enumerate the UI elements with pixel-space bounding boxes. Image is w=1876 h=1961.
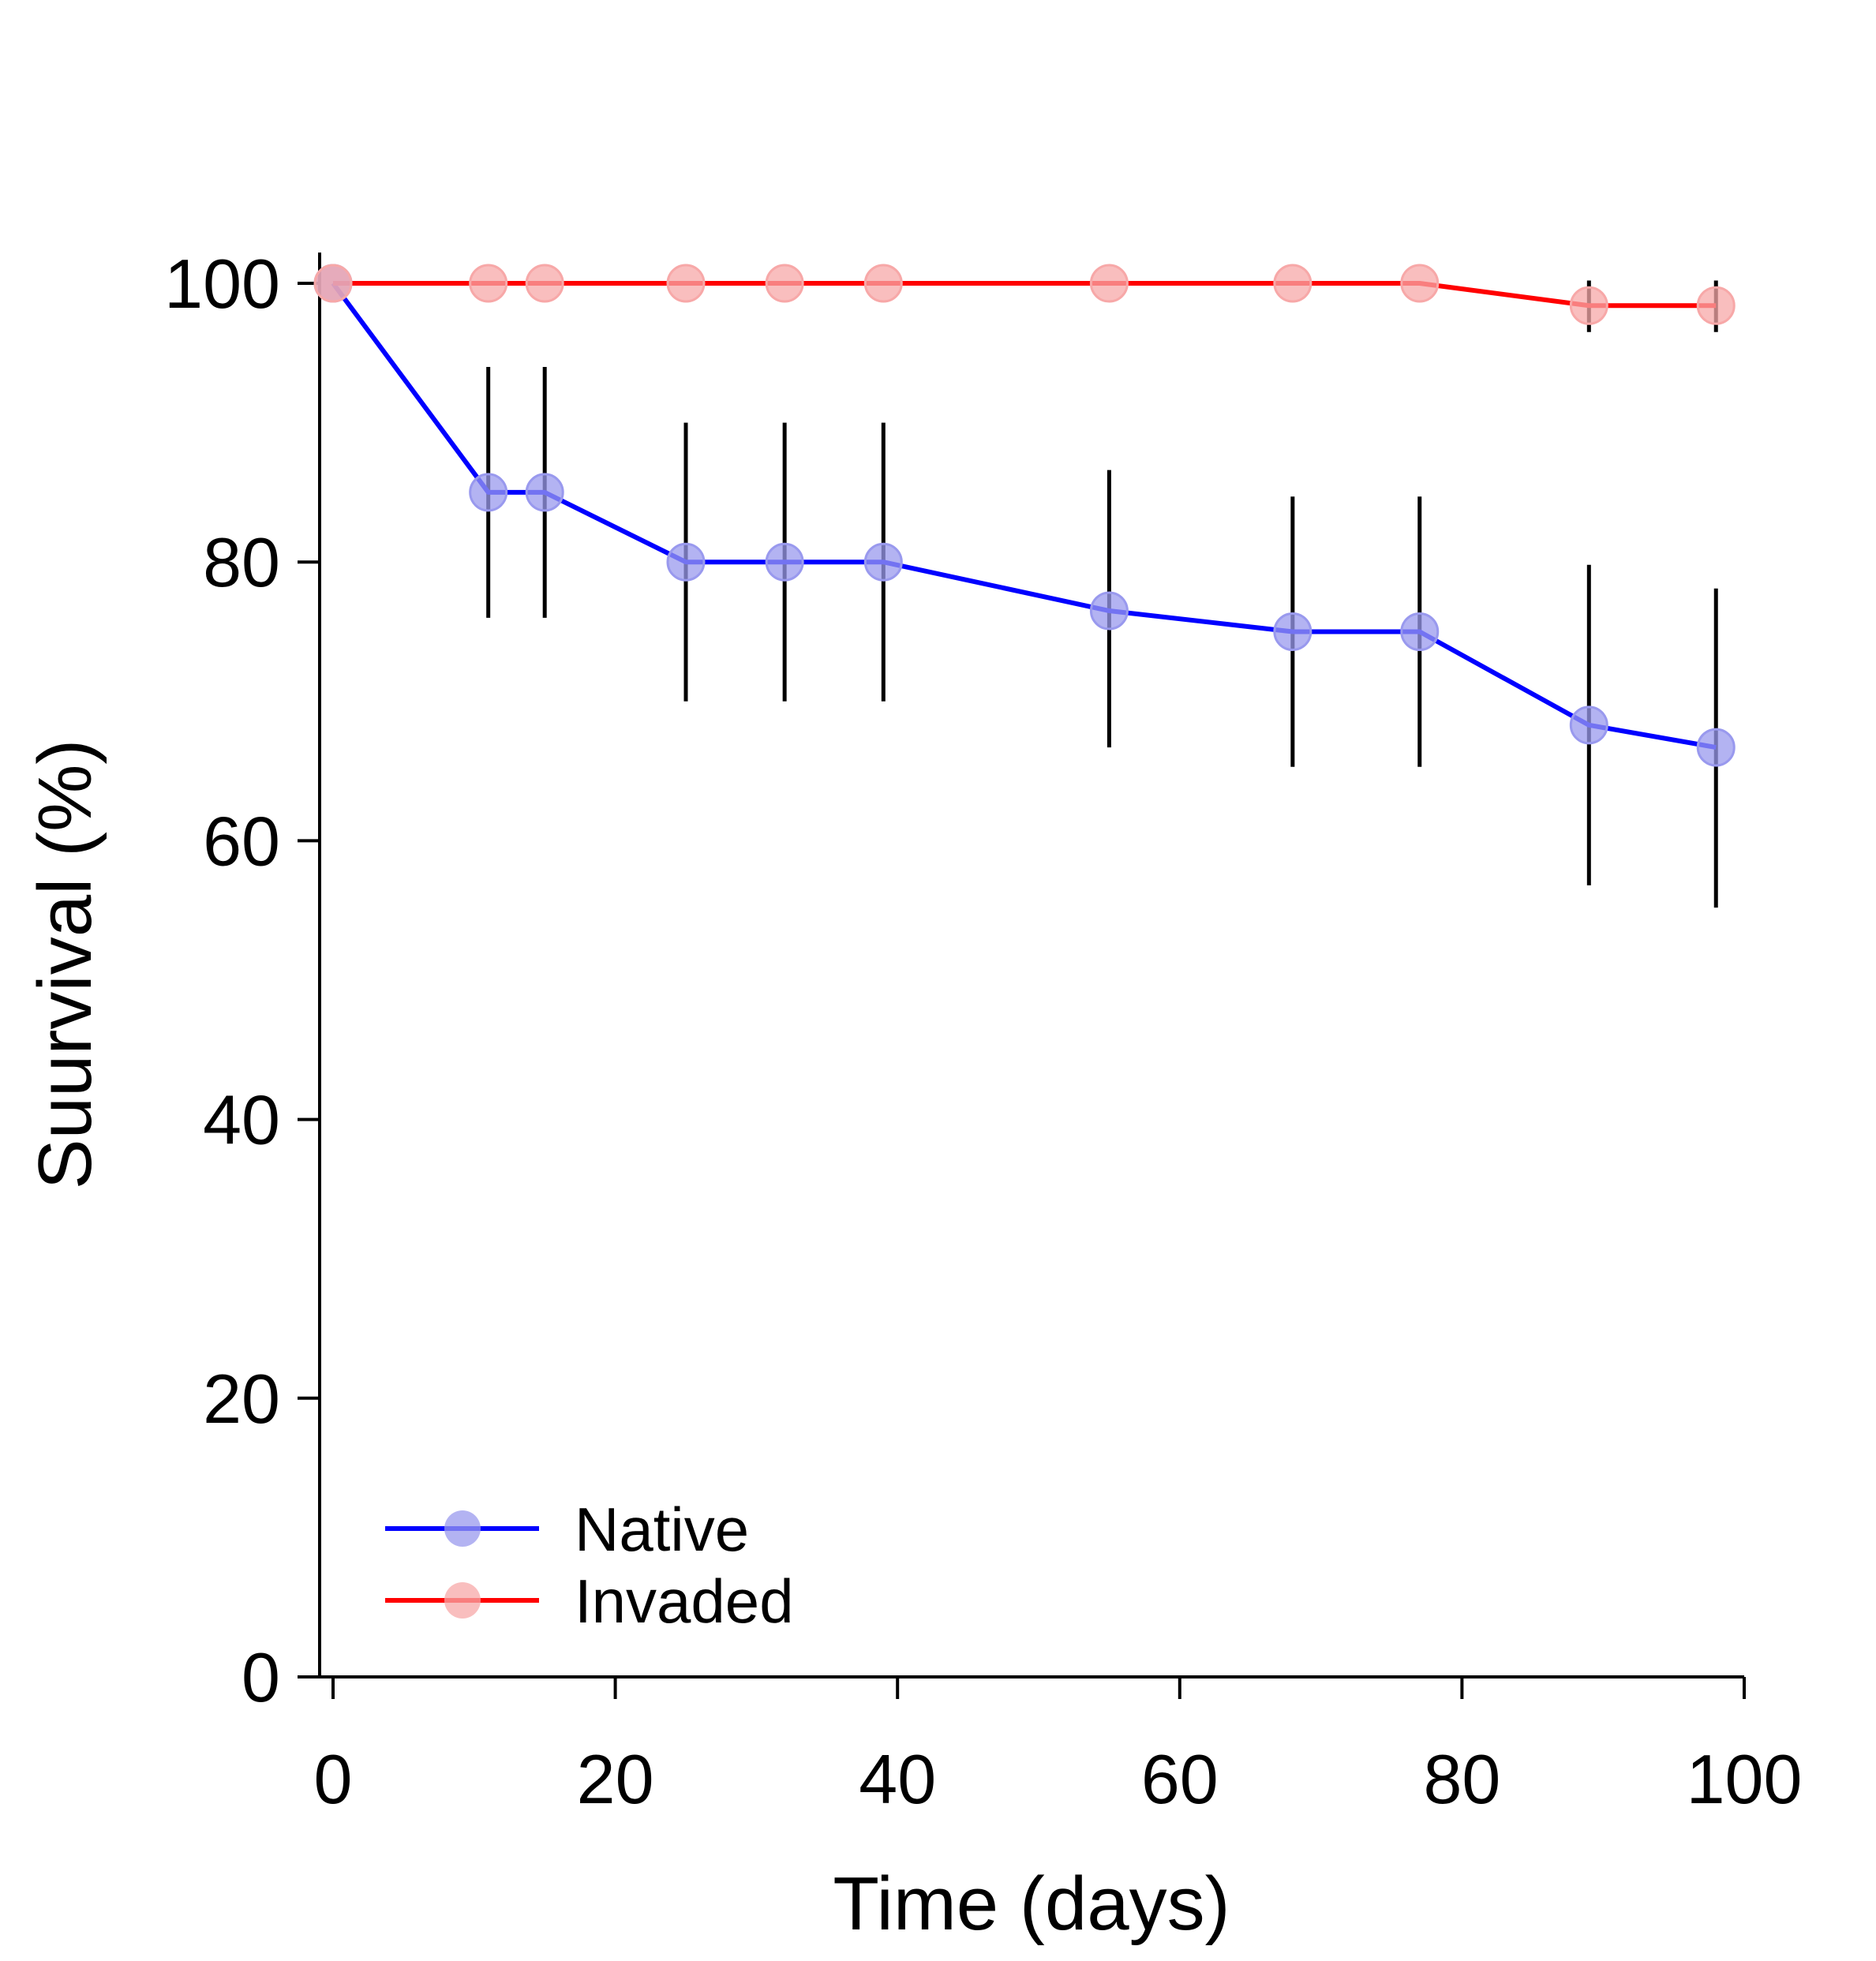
data-point-native xyxy=(1400,612,1440,651)
y-tick-label: 0 xyxy=(242,1638,280,1716)
x-tick-label: 0 xyxy=(314,1740,353,1818)
y-tick-label: 40 xyxy=(203,1081,280,1159)
data-point-native xyxy=(1696,728,1736,767)
data-point-invaded xyxy=(469,264,508,303)
data-point-invaded xyxy=(1696,286,1736,325)
data-point-invaded xyxy=(525,264,564,303)
data-point-invaded xyxy=(1569,286,1608,325)
x-axis-title: Time (days) xyxy=(833,1862,1230,1946)
x-tick-label: 40 xyxy=(859,1740,936,1818)
data-point-native xyxy=(469,473,508,512)
series-lines xyxy=(331,281,1717,750)
data-point-invaded xyxy=(313,264,353,303)
data-point-native xyxy=(666,542,706,582)
y-tick-label: 60 xyxy=(203,802,280,880)
y-axis-title: Suurvival (%) xyxy=(23,739,107,1190)
y-ticks: 0 20 40 60 80 100 xyxy=(164,245,320,1716)
y-tick-label: 80 xyxy=(203,523,280,601)
y-tick-label: 100 xyxy=(164,245,280,323)
data-point-invaded xyxy=(1400,264,1440,303)
x-tick-label: 100 xyxy=(1687,1740,1803,1818)
data-point-native xyxy=(1273,612,1312,651)
legend-marker-native xyxy=(444,1510,481,1547)
data-point-native xyxy=(1089,591,1129,631)
axes xyxy=(318,253,1744,1678)
data-point-invaded xyxy=(1089,264,1129,303)
x-tick-label: 60 xyxy=(1141,1740,1219,1818)
data-point-invaded xyxy=(863,264,903,303)
data-point-native xyxy=(1569,705,1608,745)
series-line-native xyxy=(331,282,1717,750)
data-point-native xyxy=(525,473,564,512)
data-point-native xyxy=(863,542,903,582)
y-tick-label: 20 xyxy=(203,1360,280,1438)
data-point-invaded xyxy=(1273,264,1312,303)
legend-label-invaded: Invaded xyxy=(575,1566,794,1636)
legend-marker-invaded xyxy=(444,1582,481,1619)
data-point-invaded xyxy=(765,264,804,303)
x-tick-label: 80 xyxy=(1423,1740,1500,1818)
markers xyxy=(313,264,1736,767)
x-tick-label: 20 xyxy=(577,1740,654,1818)
data-point-invaded xyxy=(666,264,706,303)
legend: Native Invaded xyxy=(385,1495,794,1636)
legend-label-native: Native xyxy=(575,1495,749,1564)
data-point-native xyxy=(765,542,804,582)
x-ticks: 0 20 40 60 80 100 xyxy=(314,1677,1803,1818)
